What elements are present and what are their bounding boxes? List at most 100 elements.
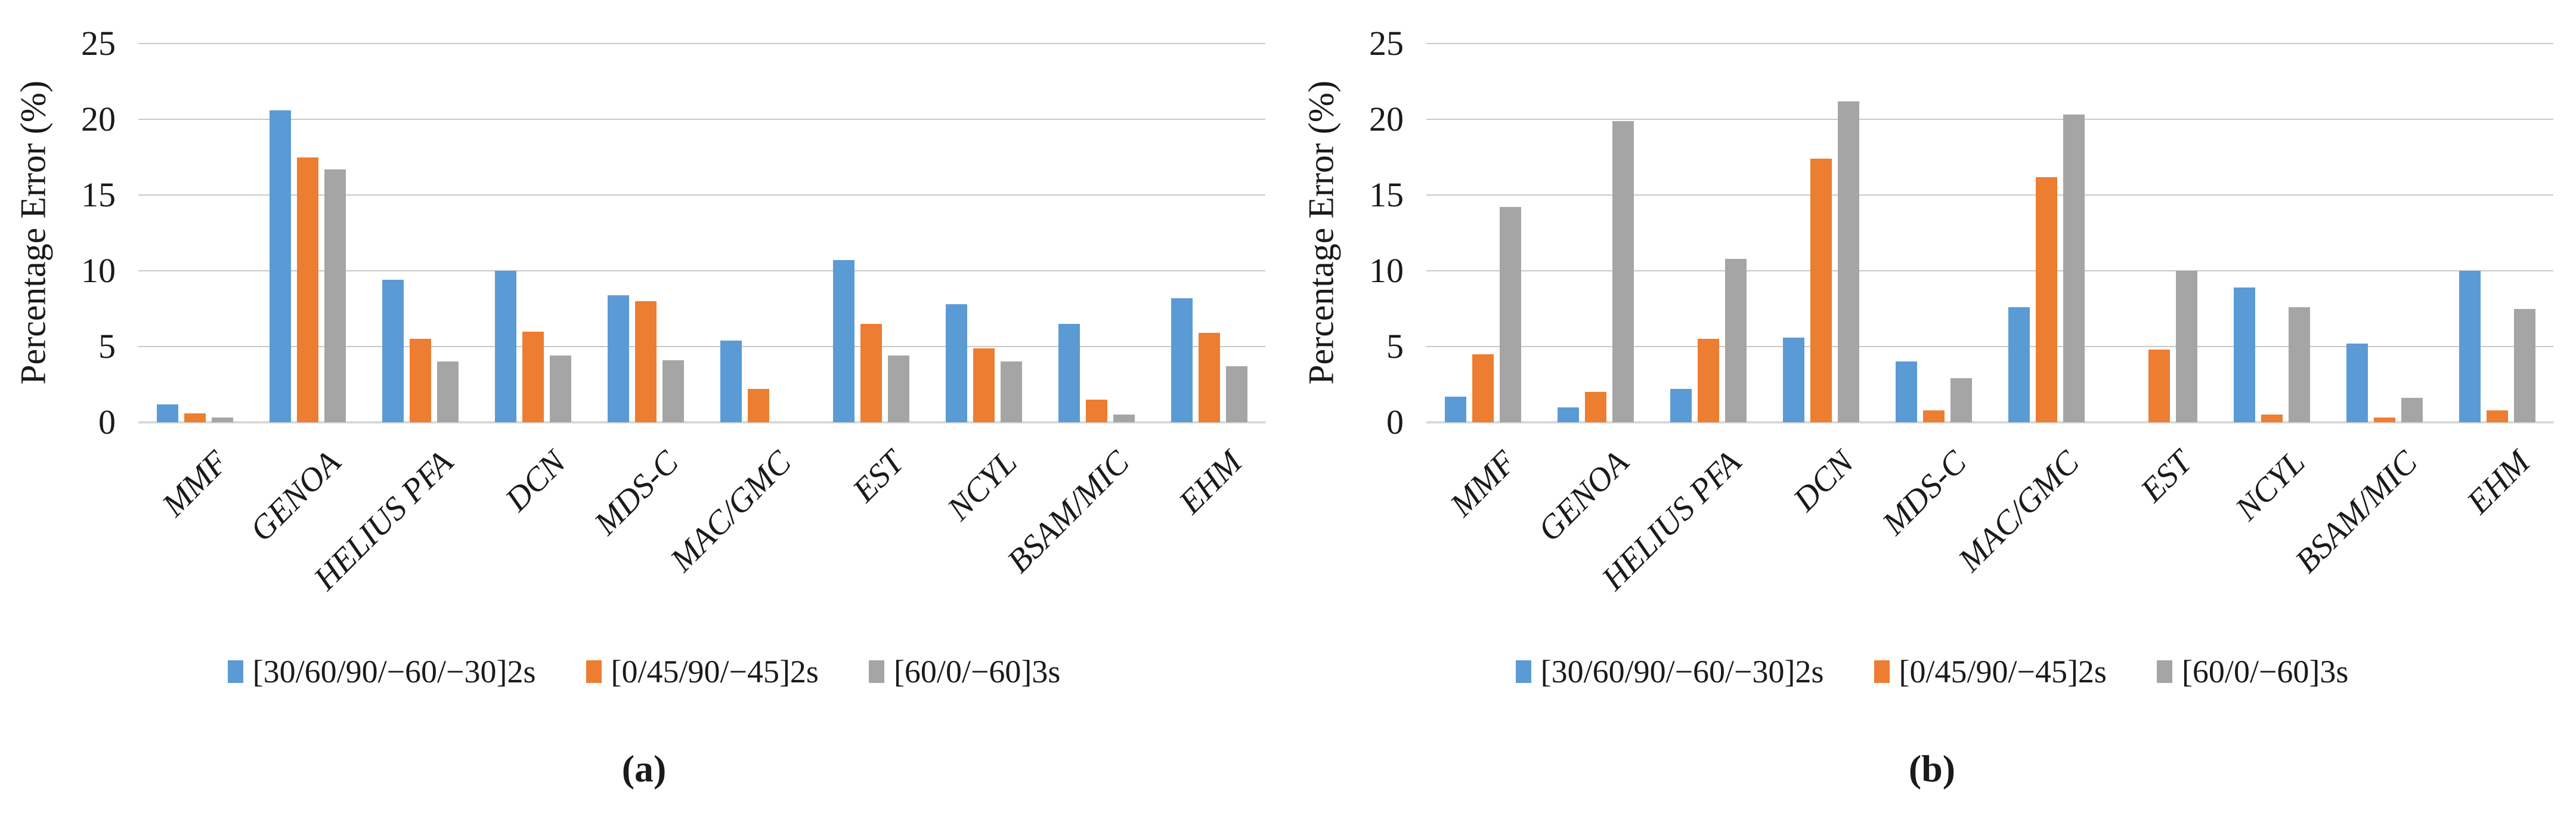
- gridline-20: [138, 119, 1265, 120]
- gridline-5: [1426, 346, 2553, 347]
- bar-GENOA-series2: [1584, 392, 1606, 422]
- bar-NCYL-series2: [973, 348, 995, 422]
- bar-MDS-C-series1: [607, 295, 629, 422]
- gridline-10: [1426, 270, 2553, 271]
- legend-marker-icon: [2156, 660, 2172, 683]
- y-tick-label-10: 10: [1369, 251, 1404, 290]
- bar-NCYL-series2: [2261, 415, 2283, 422]
- x-tick-label-MAC/GMC: MAC/GMC: [1951, 443, 2087, 579]
- bar-BSAM/MIC-series2: [1085, 399, 1107, 422]
- bar-MAC/GMC-series3: [2063, 115, 2085, 422]
- bar-MMF-series2: [184, 413, 206, 422]
- bar-MAC/GMC-series1: [2008, 307, 2030, 422]
- y-tick-label-0: 0: [1386, 403, 1404, 441]
- y-tick-label-15: 15: [81, 175, 116, 214]
- subfigure-caption-b: (b): [1908, 747, 1956, 790]
- bar-HELIUS PFA-series3: [1724, 258, 1747, 422]
- bar-GENOA-series1: [1557, 407, 1579, 422]
- x-tick-label-BSAM/MIC: BSAM/MIC: [2288, 443, 2425, 580]
- bar-GENOA-series1: [269, 110, 291, 422]
- bar-GENOA-series2: [296, 157, 318, 422]
- bar-HELIUS PFA-series2: [409, 339, 431, 422]
- plot-area: [138, 43, 1265, 423]
- bar-EHM-series1: [2459, 271, 2481, 422]
- gridline-15: [1426, 194, 2553, 196]
- bar-EHM-series2: [2486, 410, 2508, 422]
- y-tick-label-10: 10: [81, 251, 116, 290]
- x-tick-label-MMF: MMF: [1443, 443, 1524, 524]
- subfigure-caption-a: (a): [621, 747, 667, 790]
- gridline-5: [138, 346, 1265, 347]
- x-tick-label-DCN: DCN: [498, 443, 574, 519]
- bar-HELIUS PFA-series1: [1670, 389, 1692, 422]
- bar-EST-series3: [2175, 271, 2197, 422]
- legend: [30/60/90/−60/−30]2s [0/45/90/−45]2s [60/0…: [0, 654, 1288, 690]
- x-tick-label-GENOA: GENOA: [243, 443, 348, 549]
- y-tick-label-20: 20: [81, 100, 116, 138]
- legend: [30/60/90/−60/−30]2s [0/45/90/−45]2s [60/0…: [1288, 654, 2576, 690]
- bar-MDS-C-series2: [1922, 410, 1945, 422]
- legend-marker-icon: [1515, 660, 1531, 683]
- bar-BSAM/MIC-series1: [1058, 323, 1080, 422]
- bar-MDS-C-series3: [1950, 378, 1972, 422]
- legend-label: [30/60/90/−60/−30]2s: [252, 654, 536, 690]
- y-tick-label-20: 20: [1369, 100, 1404, 138]
- bar-GENOA-series3: [324, 169, 346, 422]
- bar-NCYL-series1: [945, 304, 967, 422]
- bar-EST-series2: [2148, 350, 2170, 422]
- chart-panel-a: Percentage Error (%) 0 5 10 15 20 25 MMF GENOA…: [0, 24, 1288, 790]
- gridline-25: [138, 43, 1265, 44]
- chart-panel-b: Percentage Error (%) 0 5 10 15 20 25 MMF GENOA…: [1288, 0, 2576, 813]
- x-tick-label-BSAM/MIC: BSAM/MIC: [1000, 443, 1137, 580]
- bar-MDS-C-series1: [1895, 361, 1917, 422]
- x-tick-label-NCYL: NCYL: [2228, 443, 2312, 528]
- bar-MAC/GMC-series1: [720, 340, 742, 422]
- legend-label: [30/60/90/−60/−30]2s: [1540, 654, 1824, 690]
- bar-EST-series3: [887, 356, 909, 422]
- legend-item-2: [0/45/90/−45]2s: [1874, 654, 2107, 690]
- bar-DCN-series2: [522, 331, 544, 422]
- bar-DCN-series3: [1837, 101, 1859, 422]
- gridline-20: [1426, 119, 2553, 120]
- gridline-25: [1426, 43, 2553, 44]
- legend-label: [60/0/−60]3s: [2181, 654, 2349, 690]
- gridline-15: [138, 194, 1265, 196]
- bar-BSAM/MIC-series2: [2373, 418, 2395, 422]
- legend-item-1: [30/60/90/−60/−30]2s: [227, 654, 536, 690]
- bar-MMF-series3: [1499, 207, 1521, 422]
- bar-MAC/GMC-series2: [747, 389, 769, 422]
- bar-BSAM/MIC-series3: [1113, 415, 1135, 422]
- bar-EST-series2: [860, 323, 882, 422]
- x-tick-label-EHM: EHM: [1172, 443, 1250, 521]
- bar-EST-series1: [832, 260, 854, 422]
- bar-DCN-series1: [1782, 337, 1804, 422]
- legend-item-1: [30/60/90/−60/−30]2s: [1515, 654, 1824, 690]
- bar-DCN-series1: [494, 271, 516, 422]
- bar-MMF-series3: [211, 418, 233, 422]
- legend-marker-icon: [868, 660, 884, 683]
- bar-HELIUS PFA-series3: [436, 361, 459, 422]
- x-tick-label-NCYL: NCYL: [940, 443, 1024, 528]
- legend-item-3: [60/0/−60]3s: [868, 654, 1060, 690]
- y-tick-label-25: 25: [1369, 24, 1404, 63]
- bar-EHM-series3: [2513, 308, 2535, 422]
- legend-marker-icon: [227, 660, 243, 683]
- bar-MDS-C-series2: [634, 301, 657, 422]
- x-tick-label-EST: EST: [846, 443, 912, 509]
- legend-item-2: [0/45/90/−45]2s: [586, 654, 819, 690]
- bar-EHM-series3: [1225, 366, 1247, 422]
- x-tick-label-MDS-C: MDS-C: [587, 443, 686, 542]
- bar-GENOA-series3: [1612, 120, 1634, 422]
- legend-item-3: [60/0/−60]3s: [2156, 654, 2349, 690]
- y-tick-label-5: 5: [1386, 327, 1404, 366]
- y-tick-label-0: 0: [98, 403, 116, 441]
- bar-DCN-series2: [1810, 159, 1832, 422]
- y-tick-label-25: 25: [81, 24, 116, 63]
- y-tick-label-5: 5: [98, 327, 116, 366]
- bar-EHM-series2: [1198, 333, 1220, 422]
- bar-NCYL-series3: [1000, 361, 1022, 422]
- bar-MDS-C-series3: [662, 360, 684, 422]
- x-tick-label-MMF: MMF: [155, 443, 236, 524]
- bar-DCN-series3: [549, 356, 571, 422]
- bar-HELIUS PFA-series1: [382, 280, 404, 422]
